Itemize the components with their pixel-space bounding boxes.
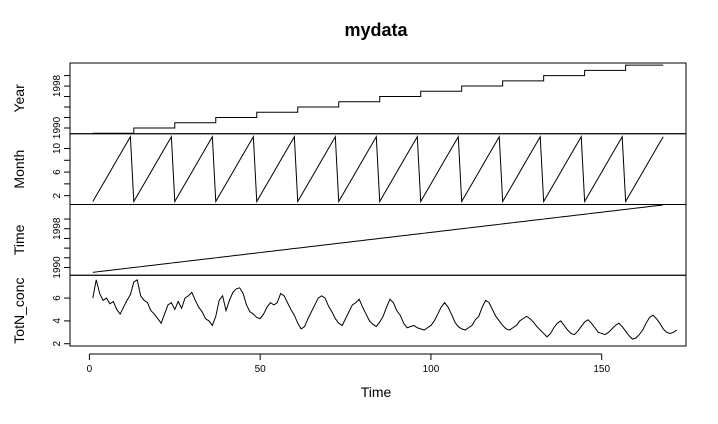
panel-frame bbox=[69, 62, 687, 135]
panel-frame bbox=[69, 204, 687, 276]
series-line-month bbox=[92, 134, 664, 204]
series-line-totn-conc bbox=[92, 278, 678, 340]
panel-label: Month bbox=[11, 150, 27, 189]
x-tick-label: 100 bbox=[423, 364, 440, 375]
series-line-time bbox=[92, 204, 664, 273]
y-tick-label: 1990 bbox=[52, 256, 63, 279]
y-tick-label: 4 bbox=[52, 318, 63, 324]
y-tick-label: 1990 bbox=[52, 116, 63, 139]
y-tick-label: 6 bbox=[52, 295, 63, 301]
y-tick-label: 2 bbox=[52, 192, 63, 198]
y-tick-label: 1998 bbox=[52, 217, 63, 240]
panel-year: 1990 1998 Year bbox=[11, 62, 687, 139]
y-tick-label: 1998 bbox=[52, 74, 63, 97]
panel-frame bbox=[69, 274, 687, 347]
panel-totn-conc: 2 4 6 TotN_conc bbox=[11, 274, 687, 347]
series-line-year bbox=[92, 64, 664, 134]
panel-label: Time bbox=[11, 224, 27, 255]
panel-label: TotN_conc bbox=[11, 278, 27, 344]
y-tick-label: 10 bbox=[52, 142, 63, 154]
chart-title: mydata bbox=[344, 20, 408, 40]
x-tick-label: 150 bbox=[593, 364, 610, 375]
panel-month: 2 6 10 Month bbox=[11, 133, 687, 205]
panel-label: Year bbox=[11, 84, 27, 113]
x-tick-label: 0 bbox=[87, 364, 93, 375]
chart-panels: 1990 1998 Year 2 6 10 Month 1990 1998 Time 2 4 6 TotN… bbox=[11, 62, 687, 347]
x-axis-label: Time bbox=[361, 384, 392, 400]
y-tick-label: 6 bbox=[52, 169, 63, 175]
y-tick-label: 2 bbox=[52, 340, 63, 346]
x-tick-label: 50 bbox=[255, 364, 267, 375]
x-axis: 0 50 100 150 bbox=[87, 353, 610, 375]
panel-time: 1990 1998 Time bbox=[11, 204, 687, 279]
